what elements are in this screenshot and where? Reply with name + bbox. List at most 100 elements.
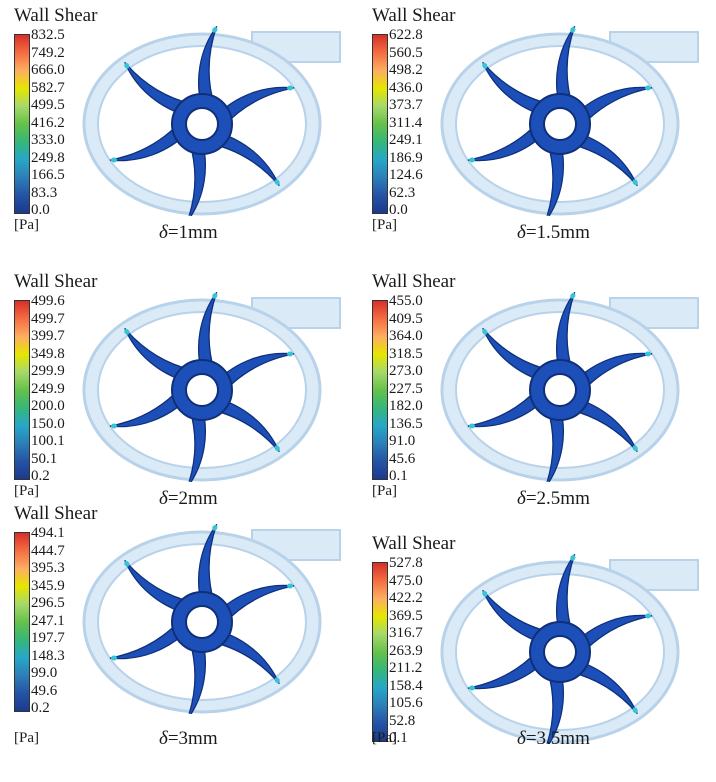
delta-symbol: δ xyxy=(517,728,526,749)
legend-ticks: 455.0 409.5 364.0 318.5 273.0 227.5 182.… xyxy=(389,293,449,484)
impeller-blade xyxy=(482,589,552,645)
legend-ticks: 499.6 499.7 399.7 349.8 299.9 249.9 200.… xyxy=(31,294,91,484)
figure: Wall Shear 832.5 749.2 666.0 582.7 499.5… xyxy=(14,6,712,750)
delta-symbol: δ xyxy=(159,728,168,749)
pump-impeller-render xyxy=(82,26,341,216)
panel-caption: δ=1mm xyxy=(159,222,218,244)
impeller xyxy=(467,554,653,744)
legend-tick: 105.6 xyxy=(389,695,423,711)
legend-tick: 416.2 xyxy=(31,114,65,131)
blade-tip-hotspot xyxy=(287,583,293,589)
panel-delta-2-5mm: Wall Shear 455.0 409.5 364.0 318.5 273.0… xyxy=(372,272,712,520)
blade-tip-hotspot xyxy=(632,179,638,186)
legend-ticks: 527.8 475.0 422.2 369.5 316.7 263.9 211.… xyxy=(389,556,449,746)
legend-tick: 422.2 xyxy=(389,590,423,606)
impeller-blade xyxy=(197,524,218,607)
panel-caption: δ=2mm xyxy=(159,488,218,510)
blade-tip-hotspot xyxy=(645,351,651,357)
clearance-value: =3.5mm xyxy=(525,728,590,749)
legend-tick: 200.0 xyxy=(31,398,65,414)
color-scale-bar xyxy=(14,300,30,480)
legend-tick: 227.5 xyxy=(389,380,423,397)
panel-caption: δ=2.5mm xyxy=(517,488,590,510)
legend-tick: 373.7 xyxy=(389,97,423,113)
impeller-blade xyxy=(555,292,576,375)
delta-symbol: δ xyxy=(517,488,526,509)
legend-tick: 832.5 xyxy=(31,27,65,43)
legend-unit: [Pa] xyxy=(14,483,39,499)
delta-symbol: δ xyxy=(159,488,168,509)
impeller-blade xyxy=(544,139,565,216)
blade-tip-hotspot xyxy=(212,292,218,299)
legend-tick: 83.3 xyxy=(31,184,58,201)
blade-tip-hotspot xyxy=(482,62,488,69)
color-scale-bar xyxy=(14,34,30,214)
blade-tip-hotspot xyxy=(482,590,488,597)
impeller-eye xyxy=(543,373,577,407)
clearance-value: =2.5mm xyxy=(525,488,590,509)
impeller-blade xyxy=(197,26,218,109)
impeller-blade xyxy=(210,131,280,187)
legend-tick: 333.0 xyxy=(31,132,65,148)
blade-tip-hotspot xyxy=(111,157,117,163)
legend-tick: 494.1 xyxy=(31,525,65,541)
blade-tip-hotspot xyxy=(482,328,488,335)
legend-tick: 369.5 xyxy=(389,607,423,624)
blade-tip-hotspot xyxy=(274,677,280,684)
legend-tick: 364.0 xyxy=(389,328,423,344)
legend-tick: 444.7 xyxy=(31,542,65,559)
blade-tip-hotspot xyxy=(212,26,218,33)
clearance-value: =1mm xyxy=(167,222,218,243)
legend-tick: 50.1 xyxy=(31,450,58,467)
impeller xyxy=(109,26,295,216)
legend-tick: 49.6 xyxy=(31,682,58,699)
legend-tick: 455.0 xyxy=(389,293,423,309)
legend-tick: 409.5 xyxy=(389,310,423,327)
legend-tick: 666.0 xyxy=(31,62,65,78)
legend-tick: 0.2 xyxy=(31,468,50,484)
blade-tip-hotspot xyxy=(212,524,218,531)
legend-tick: 273.0 xyxy=(389,363,423,379)
blade-tip-hotspot xyxy=(632,445,638,452)
impeller-blade xyxy=(555,554,576,637)
clearance-value: =2mm xyxy=(167,488,218,509)
legend-tick: 560.5 xyxy=(389,44,423,61)
legend-tick: 62.3 xyxy=(389,184,416,201)
legend-unit: [Pa] xyxy=(372,217,397,233)
blade-tip-hotspot xyxy=(469,157,475,163)
blade-tip-hotspot xyxy=(274,445,280,452)
pump-impeller-render xyxy=(440,292,699,482)
legend-tick: 0.1 xyxy=(389,730,408,746)
legend-tick: 100.1 xyxy=(31,433,65,449)
legend-tick: 99.0 xyxy=(31,665,58,681)
color-scale-bar xyxy=(14,532,30,712)
legend-tick: 349.8 xyxy=(31,345,65,362)
impeller-blade xyxy=(124,559,194,615)
legend-tick: 296.5 xyxy=(31,595,65,611)
delta-symbol: δ xyxy=(517,222,526,243)
blade-tip-hotspot xyxy=(111,423,117,429)
legend-ticks: 494.1 444.7 395.3 345.9 296.5 247.1 197.… xyxy=(31,525,91,716)
panel-caption: δ=1.5mm xyxy=(517,222,590,244)
legend-tick: 436.0 xyxy=(389,79,423,96)
legend-tick: 197.7 xyxy=(31,630,65,646)
impeller xyxy=(109,524,295,714)
impeller-blade xyxy=(124,327,194,383)
panel-delta-3-5mm: Wall Shear 527.8 475.0 422.2 369.5 316.7… xyxy=(372,534,712,782)
blade-tip-hotspot xyxy=(287,351,293,357)
legend-title: Wall Shear xyxy=(372,271,456,292)
panel-caption: δ=3mm xyxy=(159,728,218,750)
blade-tip-hotspot xyxy=(124,328,130,335)
legend-tick: 182.0 xyxy=(389,398,423,414)
pump-impeller-render xyxy=(440,554,699,744)
legend-tick: 249.8 xyxy=(31,149,65,166)
impeller-blade xyxy=(482,327,552,383)
legend-tick: 158.4 xyxy=(389,677,423,694)
blade-tip-hotspot xyxy=(570,292,576,299)
legend-tick: 395.3 xyxy=(31,560,65,576)
impeller-blade xyxy=(482,61,552,117)
legend-tick: 475.0 xyxy=(389,572,423,589)
impeller xyxy=(467,292,653,482)
impeller-blade xyxy=(210,629,280,685)
delta-symbol: δ xyxy=(159,222,168,243)
